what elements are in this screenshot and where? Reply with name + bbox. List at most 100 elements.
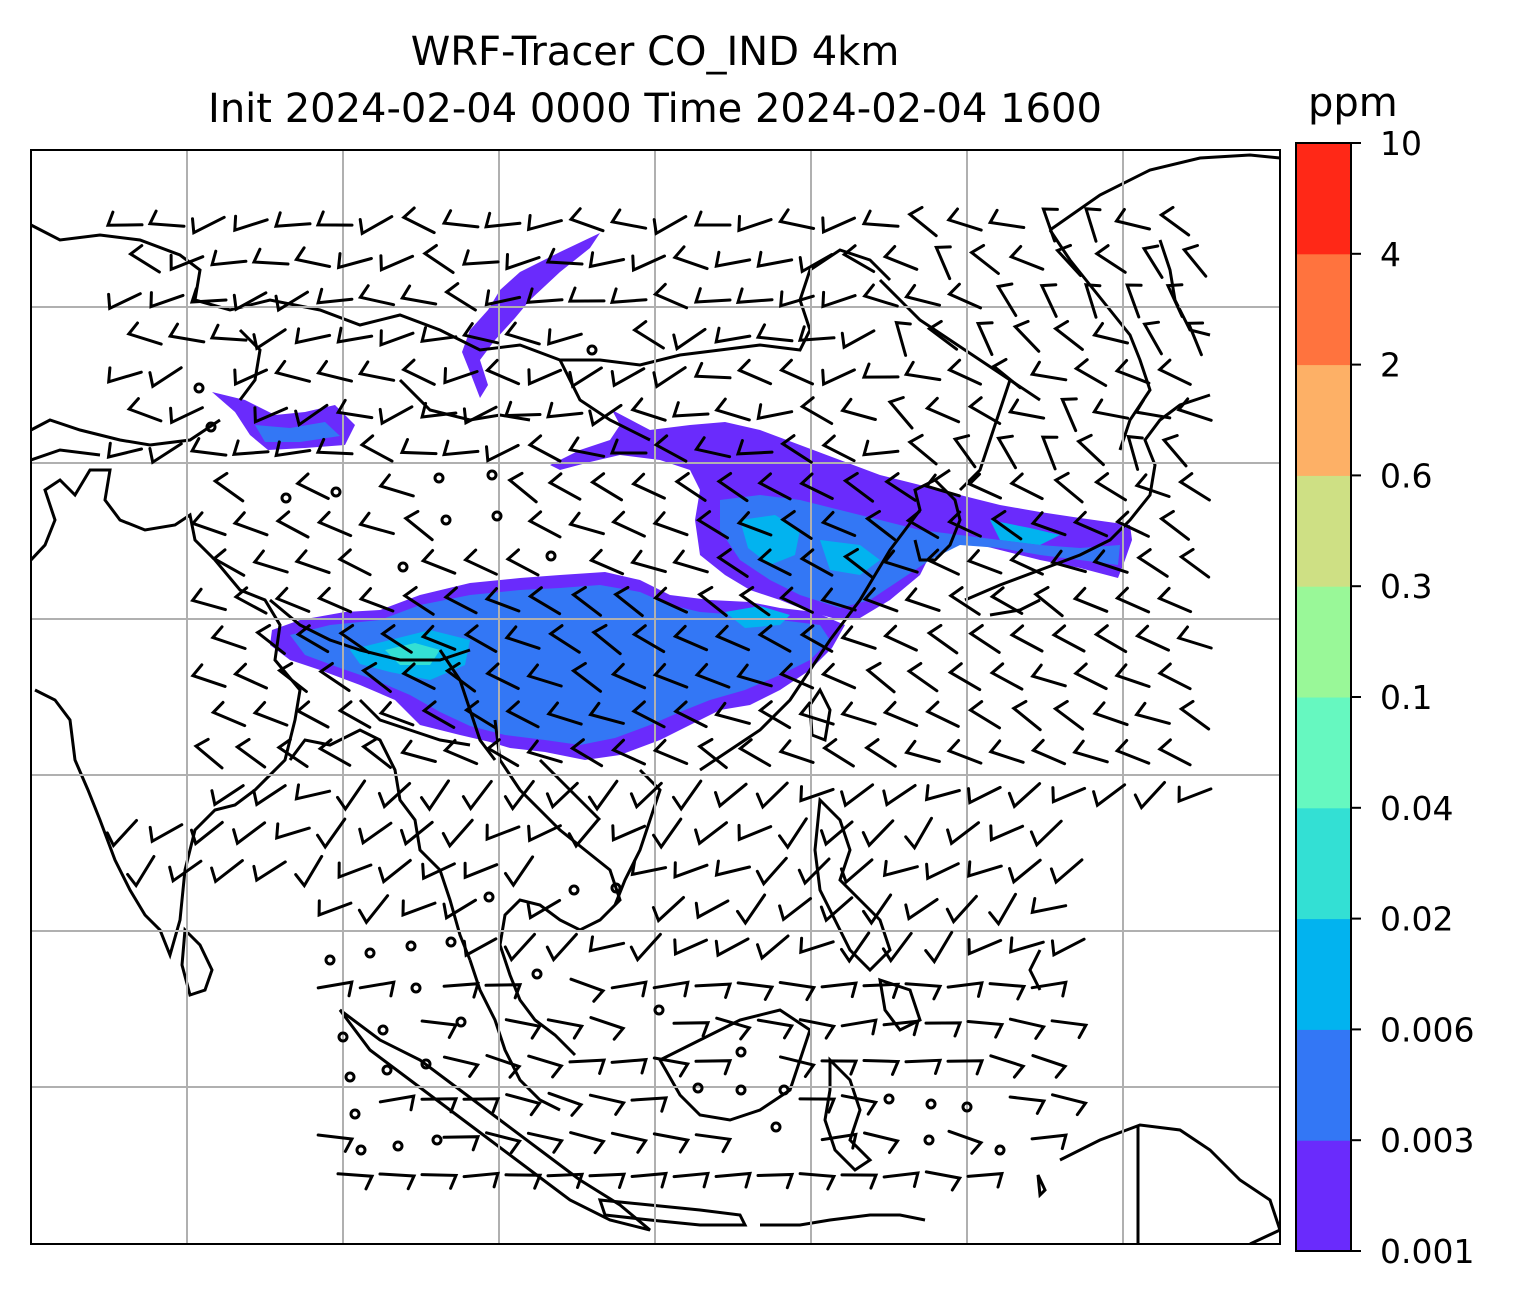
wind-barb — [1091, 398, 1130, 420]
calm-wind-marker — [455, 1016, 467, 1028]
calm-wind-marker — [355, 1144, 367, 1156]
wind-barb — [1031, 1054, 1068, 1079]
colorbar-segment — [1296, 586, 1351, 698]
calm-wind-marker — [420, 1058, 432, 1070]
wind-barb — [210, 784, 245, 807]
wind-barb — [526, 739, 563, 764]
wind-barb — [755, 323, 794, 343]
wind-barb — [1114, 510, 1150, 538]
wind-barb — [360, 737, 392, 769]
wind-barb — [946, 207, 983, 232]
wind-barb — [777, 208, 816, 230]
wind-barb — [861, 819, 895, 848]
wind-barb — [672, 245, 709, 271]
wind-barb — [568, 1058, 607, 1075]
wind-barb — [934, 245, 952, 281]
wind-barb — [1178, 547, 1211, 579]
wind-barb — [1033, 585, 1064, 618]
wind-barb — [357, 284, 396, 307]
wind-barb — [778, 586, 814, 614]
wind-barb — [820, 981, 858, 999]
wind-barb — [780, 510, 813, 540]
wind-barb — [210, 249, 248, 267]
wind-barb — [358, 215, 394, 236]
wind-barb — [190, 663, 227, 688]
wind-barb — [1029, 360, 1068, 382]
wind-barb — [819, 896, 854, 923]
wind-barb — [715, 1016, 752, 1041]
wind-barb — [316, 980, 354, 998]
wind-barb — [861, 209, 900, 228]
wind-barb — [1008, 245, 1045, 271]
wind-barb — [189, 437, 228, 457]
wind-barb — [400, 739, 437, 763]
wind-barb — [862, 1059, 901, 1076]
wind-barb — [527, 586, 562, 616]
wind-barb — [967, 700, 1001, 730]
wind-barbs — [105, 205, 1213, 1192]
wind-barb — [420, 1019, 459, 1039]
wind-barb — [694, 663, 731, 689]
wind-barb — [1092, 783, 1127, 808]
wind-barb — [887, 396, 914, 430]
wind-barb — [127, 244, 161, 274]
wind-barb — [820, 1132, 858, 1150]
calm-wind-marker — [778, 1084, 790, 1096]
wind-barb — [799, 785, 835, 803]
wind-barb — [252, 784, 287, 807]
wind-barb — [821, 434, 856, 463]
wind-barb — [569, 977, 606, 1003]
wind-barb — [1134, 624, 1170, 652]
wind-barb — [714, 326, 752, 344]
wind-barb — [274, 440, 312, 458]
wind-barb — [377, 782, 412, 810]
wind-barb — [989, 1054, 1026, 1079]
wind-barb — [273, 211, 312, 228]
wind-barb — [989, 662, 1024, 691]
wind-barb — [401, 662, 436, 690]
wind-barb — [1050, 1019, 1089, 1039]
wind-barb — [841, 244, 876, 273]
wind-barb — [338, 624, 371, 655]
wind-barb — [591, 623, 622, 656]
wind-barb — [548, 624, 581, 654]
colorbar-segment — [1296, 918, 1351, 1030]
wind-barb — [212, 471, 245, 503]
wind-barb — [1114, 739, 1151, 765]
wind-barb — [946, 981, 984, 998]
wind-barb — [1011, 699, 1042, 732]
calm-wind-marker — [410, 982, 422, 994]
wind-barb — [737, 738, 772, 767]
wind-barb — [610, 980, 648, 998]
wind-barb — [966, 1020, 1005, 1039]
wind-barb — [234, 737, 267, 769]
wind-barb — [840, 1094, 879, 1116]
wind-barb — [442, 439, 480, 457]
wind-barb — [735, 439, 774, 456]
wind-barb — [780, 434, 813, 464]
wind-barb — [169, 253, 205, 272]
wind-barb — [167, 322, 206, 344]
wind-barb — [924, 1170, 963, 1192]
wind-barb — [778, 739, 815, 764]
wind-barb — [401, 206, 436, 235]
wind-barb — [336, 1172, 375, 1191]
map-subtitle: Init 2024-02-04 0000 Time 2024-02-04 160… — [208, 86, 1102, 132]
wind-barb — [714, 937, 750, 958]
wind-barb — [609, 208, 648, 230]
wind-barb — [1114, 586, 1151, 614]
wind-barb — [442, 738, 479, 766]
wind-barb — [673, 861, 709, 879]
wind-barb — [821, 738, 855, 768]
wind-barb — [820, 662, 857, 690]
wind-barb — [672, 779, 703, 812]
wind-barb — [1093, 472, 1127, 502]
wind-barb — [1181, 244, 1208, 278]
wind-barb — [630, 1171, 668, 1189]
wind-barb — [946, 739, 983, 765]
wind-barb — [232, 662, 268, 690]
colorbar-segment — [1296, 697, 1351, 809]
wind-barb — [315, 437, 354, 456]
wind-barb — [588, 935, 626, 953]
